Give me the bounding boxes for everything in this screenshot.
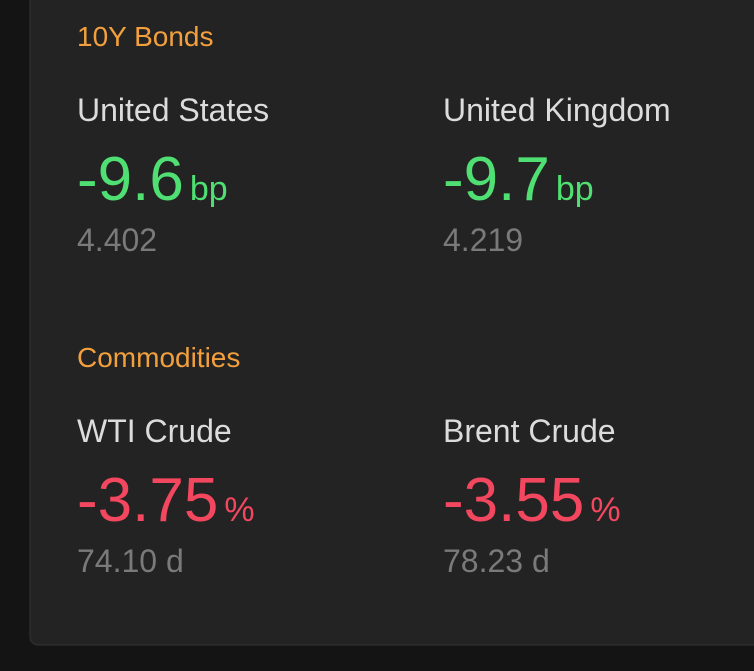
change-unit: bp: [556, 170, 594, 208]
item-change: -3.55%: [443, 466, 621, 535]
change-unit: bp: [190, 170, 228, 208]
item-change: -9.6 bp: [77, 145, 228, 214]
item-name: United States: [77, 92, 269, 128]
change-value: -3.55: [443, 466, 584, 535]
change-unit: %: [590, 491, 620, 529]
item-value: 78.23 d: [443, 543, 550, 579]
item-name: United Kingdom: [443, 92, 671, 128]
panel: [29, 0, 754, 646]
change-unit: %: [224, 491, 254, 529]
change-value: -3.75: [77, 466, 218, 535]
item-value: 4.219: [443, 222, 523, 258]
item-change: -9.7 bp: [443, 145, 594, 214]
item-name: WTI Crude: [77, 413, 232, 449]
change-value: -9.6: [77, 145, 184, 214]
change-value: -9.7: [443, 145, 550, 214]
item-value: 74.10 d: [77, 543, 184, 579]
item-change: -3.75%: [77, 466, 255, 535]
item-value: 4.402: [77, 222, 157, 258]
section-title: 10Y Bonds: [77, 21, 214, 52]
section-title: Commodities: [77, 342, 240, 373]
item-name: Brent Crude: [443, 413, 616, 449]
